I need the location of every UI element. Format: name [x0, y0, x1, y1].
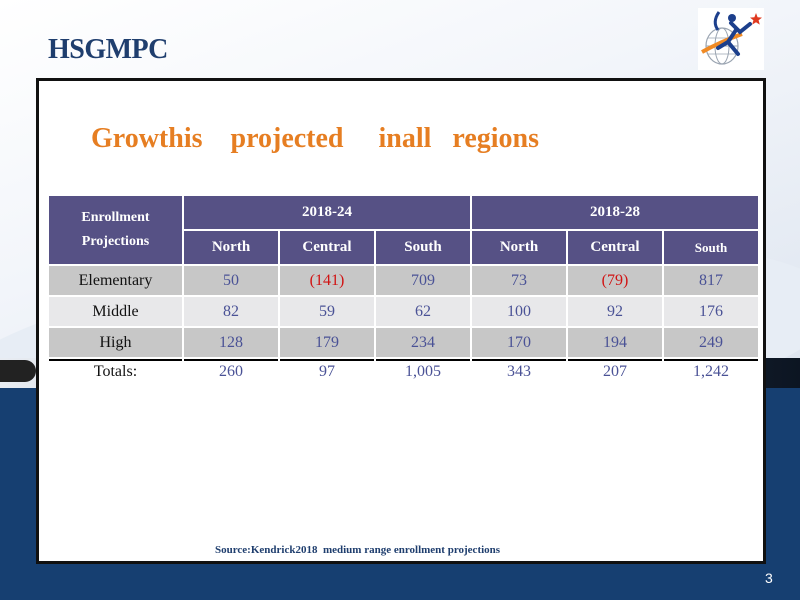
- table-cell: 50: [184, 266, 278, 295]
- table-row: High 128 179 234 170 194 249: [49, 328, 758, 357]
- table-cell: 82: [184, 297, 278, 326]
- slide-content-frame: Growthis projected inall regions Enrollm…: [36, 78, 766, 564]
- table-cell: 260: [184, 359, 278, 383]
- corner-header-line-2: Projections: [81, 234, 150, 249]
- period-header-2018-24: 2018-24: [184, 196, 470, 229]
- logo-icon: [698, 8, 764, 70]
- table-row: Elementary 50 (141) 709 73 (79) 817: [49, 266, 758, 295]
- table-row-totals: Totals: 260 97 1,005 343 207 1,242: [49, 359, 758, 383]
- table-cell: 73: [472, 266, 566, 295]
- period-header-2018-28: 2018-28: [472, 196, 758, 229]
- corner-header-line-1: Enrollment: [81, 210, 150, 225]
- region-header-central: Central: [568, 231, 662, 264]
- corner-header: Enrollment Projections: [49, 196, 182, 264]
- table-cell: 1,005: [376, 359, 470, 383]
- page-number: 3: [765, 570, 773, 586]
- table-cell: 709: [376, 266, 470, 295]
- background-blob: [0, 360, 36, 382]
- region-header-north: North: [472, 231, 566, 264]
- table-row: Middle 82 59 62 100 92 176: [49, 297, 758, 326]
- table-cell: 62: [376, 297, 470, 326]
- table-cell: 234: [376, 328, 470, 357]
- row-label: High: [49, 328, 182, 357]
- table-cell: 817: [664, 266, 758, 295]
- source-note: Source:Kendrick2018 medium range enrollm…: [215, 544, 501, 556]
- table-cell: (141): [280, 266, 374, 295]
- row-label: Elementary: [49, 266, 182, 295]
- table-cell: 179: [280, 328, 374, 357]
- row-label: Totals:: [49, 359, 182, 383]
- region-header-south: South: [664, 231, 758, 264]
- table-cell: (79): [568, 266, 662, 295]
- slide-title: Growthis projected inall regions: [91, 123, 539, 154]
- region-header-south: South: [376, 231, 470, 264]
- table-cell: 59: [280, 297, 374, 326]
- brand-title: HSGMPC: [48, 34, 168, 65]
- table-cell: 97: [280, 359, 374, 383]
- table-cell: 1,242: [664, 359, 758, 383]
- table-cell: 249: [664, 328, 758, 357]
- enrollment-projections-table: Enrollment Projections 2018-24 2018-28 N…: [47, 194, 760, 385]
- table-cell: 128: [184, 328, 278, 357]
- table-cell: 170: [472, 328, 566, 357]
- table-cell: 92: [568, 297, 662, 326]
- table-cell: 194: [568, 328, 662, 357]
- table-cell: 100: [472, 297, 566, 326]
- region-header-central: Central: [280, 231, 374, 264]
- table-cell: 207: [568, 359, 662, 383]
- row-label: Middle: [49, 297, 182, 326]
- region-header-north: North: [184, 231, 278, 264]
- table-cell: 343: [472, 359, 566, 383]
- table-cell: 176: [664, 297, 758, 326]
